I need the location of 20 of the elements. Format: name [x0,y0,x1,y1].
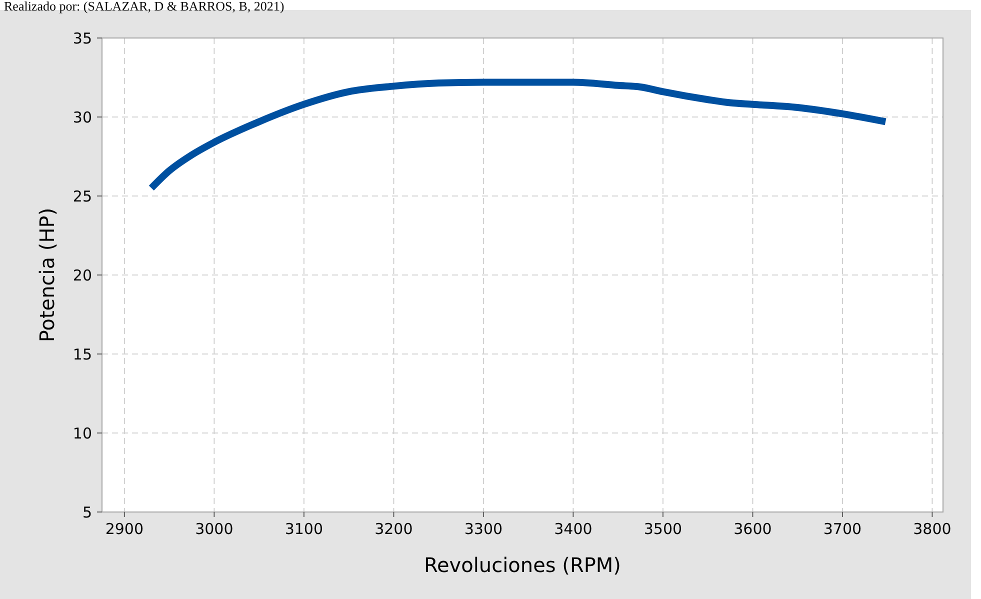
x-tick-label: 3000 [195,520,234,538]
x-tick-label: 3700 [823,520,862,538]
x-axis-title: Revoluciones (RPM) [424,553,621,577]
x-tick-label: 3600 [734,520,772,538]
x-tick-label: 3200 [374,520,413,538]
y-tick-label: 20 [72,266,92,284]
x-tick-label: 3400 [554,520,592,538]
y-axis-title: Potencia (HP) [35,208,59,342]
text: Realizado por: (SALAZAR, D & BARROS, B, 2021) [4,0,284,14]
x-tick-label: 3300 [464,520,503,538]
y-tick-label: 35 [72,29,92,48]
y-tick-label: 30 [72,108,92,126]
x-tick-label: 3100 [284,520,324,538]
x-tick-label: 3800 [913,520,952,538]
x-tick-label: 3500 [644,520,682,538]
x-tick-label: 2900 [105,520,144,538]
y-tick-label: 10 [72,424,92,442]
y-tick-label: 5 [82,503,92,522]
y-tick-label: 15 [72,345,92,364]
y-tick-label: 25 [72,187,92,206]
